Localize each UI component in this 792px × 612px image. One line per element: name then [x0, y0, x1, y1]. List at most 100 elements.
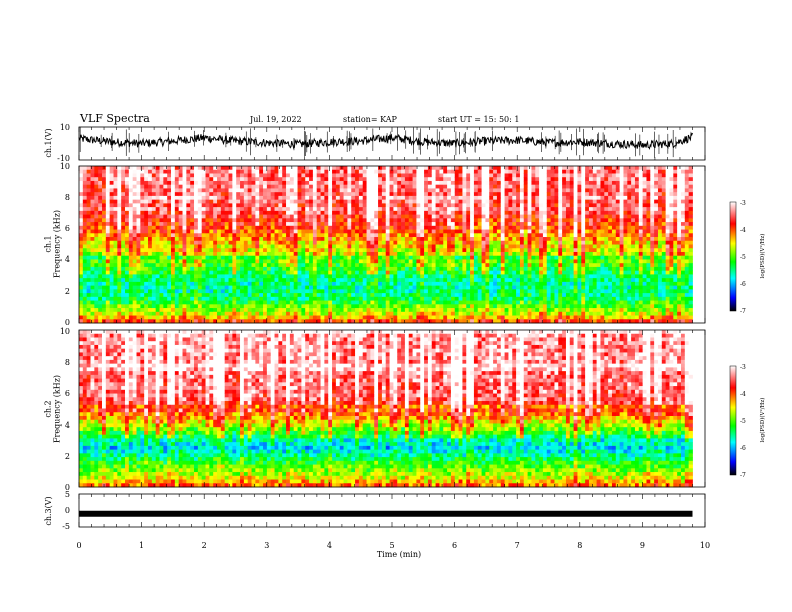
ch1-spectrogram-cell	[516, 214, 521, 219]
ch1-spectrogram-cell	[362, 278, 367, 283]
ch1-spectrogram-cell	[439, 210, 444, 215]
ch1-spectrogram-cell	[128, 225, 134, 230]
ch1-spectrogram-cell	[343, 289, 348, 294]
ch1-spectrogram-cell	[293, 285, 298, 290]
ch1-spectrogram-cell	[109, 199, 114, 204]
ch1-spectrogram-cell	[355, 319, 360, 324]
ch1-spectrogram-cell	[140, 266, 145, 272]
ch1-spectrogram-cell	[435, 177, 440, 182]
ch1-spectrogram-cell	[477, 233, 482, 238]
ch1-spectrogram-cell	[412, 173, 417, 178]
ch1-spectrogram-cell	[151, 281, 157, 287]
ch1-spectrogram-cell	[274, 203, 279, 208]
ch1-spectrogram-cell	[289, 300, 295, 305]
ch1-spectrogram-cell	[232, 266, 237, 272]
ch1-spectrogram-cell	[496, 251, 502, 257]
ch1-spectrogram-cells	[79, 166, 693, 324]
ch1-spectrogram-cell	[381, 173, 387, 178]
ch1-spectrogram-cell	[194, 237, 199, 242]
ch1-spectrogram-cell	[443, 210, 448, 215]
ch1-spectrogram-cell	[458, 237, 463, 242]
ch1-spectrogram-cell	[358, 259, 364, 264]
ch1-spectrogram-cell	[324, 296, 329, 301]
ch1-spectrogram-cell	[401, 266, 406, 272]
ch1-spectrogram-cell	[186, 296, 191, 301]
ch1-spectrogram-cell	[259, 222, 264, 227]
ch1-spectrogram-cell	[339, 304, 344, 309]
ch1-spectrogram-cell	[339, 180, 344, 186]
ch1-spectrogram-cell	[309, 166, 314, 171]
ch1-spectrogram-cell	[297, 281, 302, 287]
ch1-spectrogram-cell	[351, 255, 356, 260]
ch1-spectrogram-cell	[201, 251, 206, 257]
ch1-spectrogram-cell	[447, 308, 452, 313]
ch1-spectrogram-cell	[412, 289, 417, 294]
ch1-spectrogram-cell	[297, 192, 302, 197]
ch1-spectrogram-cell	[366, 207, 371, 212]
ch1-spectrogram-cell	[401, 184, 406, 189]
ch1-spectrogram-cell	[454, 222, 459, 227]
ch1-spectrogram-cell	[136, 177, 141, 182]
ch1-spectrogram-cell	[205, 184, 210, 189]
ch1-spectrogram-cell	[312, 233, 318, 238]
ch1-spectrogram-cell	[493, 166, 498, 171]
ch1-spectrogram-cell	[447, 281, 452, 287]
ch1-spectrogram-cell	[293, 274, 298, 279]
ch1-spectrogram-cell	[519, 210, 525, 215]
ch1-spectrogram-cell	[228, 192, 233, 197]
ch1-spectrogram-cell	[470, 248, 475, 253]
ch1-spectrogram-cell	[305, 218, 310, 223]
ch1-spectrogram-cell	[301, 166, 306, 171]
ch1-spectrogram-cell	[493, 218, 498, 223]
ch1-spectrogram-cell	[309, 195, 314, 201]
ch1-spectrogram-cell	[117, 300, 122, 305]
ch1-spectrogram-cell	[332, 225, 337, 230]
ch1-spectrogram-cell	[316, 248, 321, 253]
ch1-spectrogram-cell	[98, 184, 103, 189]
ch1-spectrogram-cell	[278, 315, 283, 320]
ch1-spectrogram-cell	[454, 274, 459, 279]
ch1-spectrogram-cell	[136, 233, 141, 238]
ch1-spectrogram-cell	[159, 270, 164, 275]
ch1-spectrogram-cell	[117, 281, 122, 287]
ch1-spectrogram-cell	[328, 188, 333, 193]
ch1-spectrogram-cell	[332, 233, 337, 238]
ch1-spectrogram-cell	[247, 225, 252, 230]
ch1-spectrogram-cell	[178, 266, 183, 272]
ch1-spectrogram-cell	[125, 296, 130, 301]
ch1-spectrogram-cell	[182, 300, 187, 305]
ch1-spectrogram-cell	[447, 192, 452, 197]
ch1-spectrogram-cell	[477, 207, 482, 212]
ch1-spectrogram-cell	[132, 259, 137, 264]
ch1-spectrogram-cell	[362, 308, 367, 313]
ch1-spectrogram-cell	[309, 207, 314, 212]
ch1-spectrogram-cell	[220, 203, 226, 208]
ch1-spectrogram-cell	[148, 233, 153, 238]
ch1-spectrogram-cell	[504, 263, 509, 268]
ch1-spectrogram-cell	[190, 289, 195, 294]
ch1-spectrogram-cell	[358, 296, 364, 301]
ch1-spectrogram-cell	[447, 240, 452, 245]
ch1-spectrogram-cell	[496, 281, 502, 287]
ch1-spectrogram-cell	[443, 304, 448, 309]
ch1-spectrogram-cell	[278, 240, 283, 245]
ch1-spectrogram-cell	[232, 192, 237, 197]
ch1-spectrogram-cell	[255, 263, 260, 268]
ch1-spectrogram-cell	[117, 274, 122, 279]
ch1-spectrogram-cell	[201, 180, 206, 186]
ch1-spectrogram-cell	[443, 240, 448, 245]
ch1-spectrogram-cell	[339, 237, 344, 242]
ch1-spectrogram-cell	[259, 218, 264, 223]
ch1-spectrogram-cell	[128, 285, 134, 290]
ch1-spectrogram-cell	[404, 229, 410, 234]
ch1-spectrogram-cell	[335, 188, 341, 193]
ch1-spectrogram-cell	[94, 199, 99, 204]
ch1-spectrogram-cell	[270, 218, 275, 223]
ch1-spectrogram-cell	[98, 207, 103, 212]
ch1-spectrogram-cell	[174, 184, 180, 189]
ch1-spectrogram-cell	[266, 233, 272, 238]
ch1-spectrogram-cell	[343, 293, 348, 298]
ch1-spectrogram-cell	[489, 229, 494, 234]
ch1-spectrogram-cell	[251, 251, 256, 257]
ch1-spectrogram-cell	[278, 210, 283, 215]
